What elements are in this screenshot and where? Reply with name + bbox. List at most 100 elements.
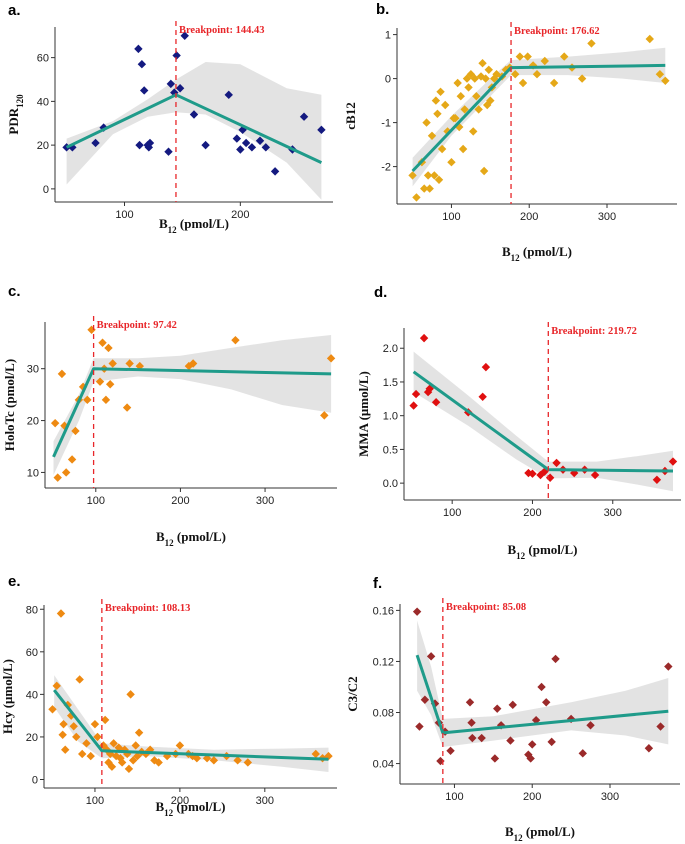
y-tick-label: 0.5 bbox=[383, 444, 398, 456]
data-point bbox=[109, 739, 118, 748]
data-point bbox=[57, 369, 67, 379]
y-tick-label: 20 bbox=[27, 416, 39, 428]
data-point bbox=[441, 100, 450, 110]
data-point bbox=[172, 51, 181, 60]
confidence-band bbox=[66, 62, 322, 200]
data-point bbox=[586, 721, 595, 730]
panel-b: b. 100 200 300 -2 -1 0 1 B12 (pmol/L) cB12 Breakpo… bbox=[343, 1, 677, 263]
data-point bbox=[232, 134, 242, 143]
breakpoint-label: Breakpoint: 85.08 bbox=[446, 602, 526, 613]
data-point bbox=[492, 70, 501, 79]
data-point bbox=[537, 682, 546, 692]
data-point bbox=[66, 711, 76, 720]
data-point bbox=[419, 333, 429, 343]
x-tick-label: 100 bbox=[87, 495, 105, 507]
data-point bbox=[166, 79, 176, 89]
data-point bbox=[91, 138, 100, 148]
data-point bbox=[655, 70, 665, 79]
data-point bbox=[122, 403, 132, 412]
y-tick-label: 60 bbox=[26, 647, 38, 659]
data-point bbox=[320, 411, 329, 420]
data-point bbox=[458, 144, 468, 154]
data-point bbox=[175, 84, 185, 93]
data-point bbox=[411, 389, 421, 399]
data-point bbox=[426, 652, 436, 661]
data-point bbox=[470, 74, 479, 83]
y-tick-label: 0.08 bbox=[373, 708, 394, 720]
x-axis-label: B12 (pmol/L) bbox=[156, 529, 226, 548]
confidence-band bbox=[417, 620, 669, 747]
data-point bbox=[241, 138, 251, 148]
data-point bbox=[481, 74, 490, 83]
data-point bbox=[48, 705, 57, 714]
data-point bbox=[133, 751, 142, 761]
x-tick-label: 100 bbox=[86, 795, 104, 807]
panel-label: f. bbox=[373, 575, 382, 592]
data-point bbox=[423, 171, 433, 180]
data-point bbox=[587, 39, 596, 48]
data-point bbox=[180, 31, 189, 40]
y-tick-label: 1 bbox=[385, 30, 391, 42]
data-point bbox=[479, 166, 489, 176]
data-point bbox=[137, 59, 147, 69]
y-axis-label: PDR120 bbox=[6, 94, 25, 135]
y-tick-label: 1.5 bbox=[383, 377, 398, 389]
data-point bbox=[469, 127, 478, 136]
data-point bbox=[95, 377, 105, 386]
data-point bbox=[560, 52, 569, 61]
y-tick-label: 0.12 bbox=[373, 656, 394, 668]
data-point bbox=[154, 758, 163, 767]
data-point bbox=[431, 397, 441, 407]
data-point bbox=[231, 335, 240, 345]
y-tick-label: 1.0 bbox=[383, 411, 398, 423]
data-point bbox=[486, 96, 495, 105]
data-point bbox=[547, 737, 556, 747]
data-point bbox=[551, 654, 560, 664]
data-point bbox=[465, 698, 475, 707]
data-point bbox=[255, 136, 265, 145]
data-point bbox=[478, 59, 487, 68]
data-point bbox=[150, 756, 159, 765]
data-point bbox=[175, 741, 185, 750]
data-point bbox=[247, 143, 257, 152]
data-point bbox=[661, 76, 670, 85]
data-point bbox=[139, 86, 149, 95]
data-point bbox=[420, 184, 429, 193]
data-point bbox=[437, 144, 447, 154]
y-tick-label: 0.16 bbox=[373, 605, 394, 617]
data-point bbox=[552, 458, 561, 468]
y-tick-label: -1 bbox=[381, 118, 391, 130]
data-point bbox=[656, 722, 665, 731]
y-axis-label: Hcy (μmol/L) bbox=[0, 659, 15, 734]
x-tick-label: 300 bbox=[604, 507, 622, 519]
data-point bbox=[528, 740, 537, 749]
data-point bbox=[125, 359, 134, 368]
data-point bbox=[202, 754, 212, 763]
breakpoint-label: Breakpoint: 219.72 bbox=[551, 326, 637, 337]
x-axis-label: B12 (pmol/L) bbox=[159, 216, 229, 235]
data-point bbox=[224, 90, 233, 100]
y-tick-label: -2 bbox=[381, 162, 391, 174]
x-axis-label: B12 (pmol/L) bbox=[507, 542, 577, 561]
x-tick-label: 300 bbox=[256, 495, 274, 507]
x-tick-label: 100 bbox=[443, 507, 461, 519]
data-point bbox=[67, 455, 77, 464]
data-point bbox=[446, 746, 455, 756]
x-tick-label: 200 bbox=[231, 209, 249, 221]
data-point bbox=[59, 719, 68, 729]
data-point bbox=[434, 175, 444, 184]
y-tick-label: 0 bbox=[43, 184, 49, 196]
x-tick-label: 100 bbox=[442, 211, 460, 223]
data-point bbox=[162, 751, 172, 761]
y-axis-label: HoloTc (pmol/L) bbox=[2, 359, 17, 451]
data-point bbox=[460, 105, 469, 114]
data-point bbox=[68, 143, 77, 152]
panel-f: f. 100 200 300 0.04 0.08 0.12 0.16 B12 (pmol/L) C… bbox=[345, 575, 680, 843]
data-point bbox=[433, 109, 442, 118]
x-tick-label: 100 bbox=[445, 791, 463, 803]
confidence-band bbox=[413, 351, 673, 492]
data-point bbox=[99, 123, 108, 132]
data-point bbox=[412, 193, 421, 202]
data-point bbox=[101, 395, 111, 405]
